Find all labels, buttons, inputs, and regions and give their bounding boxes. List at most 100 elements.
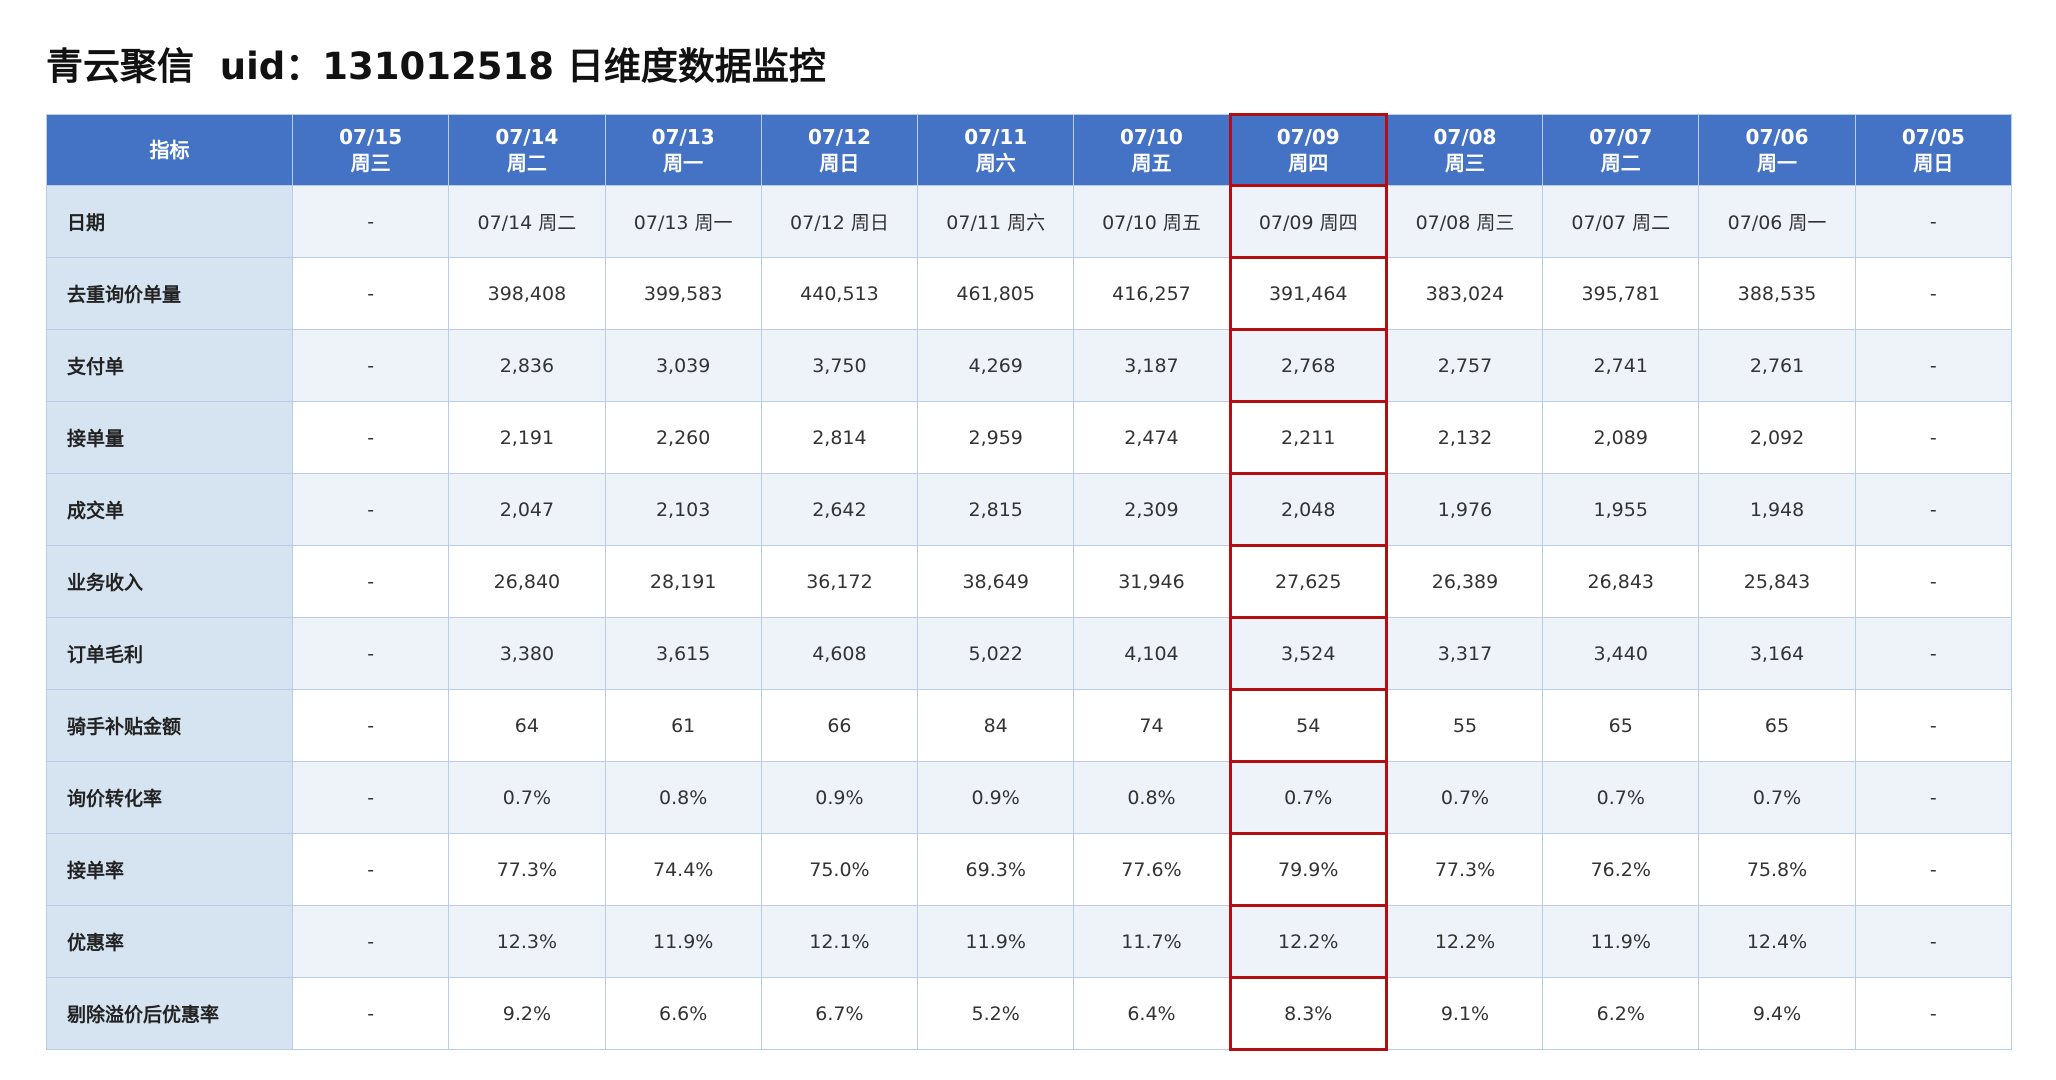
- column-weekday: 周日: [819, 151, 860, 175]
- table-cell: 25,843: [1698, 545, 1856, 618]
- table-cell: -: [291, 977, 450, 1050]
- column-header: 07/10 周五: [1073, 114, 1231, 186]
- table-cell: -: [1854, 761, 2013, 834]
- table-cell: -: [1854, 617, 2013, 690]
- table-cell: 0.8%: [1073, 761, 1231, 834]
- column-header: 07/13 周一: [604, 114, 762, 186]
- table-cell: 07/09 周四: [1228, 184, 1388, 259]
- table-row: 成交单 -2,047 2,103 2,642 2,815 2,309 2,048 1,976 1…: [46, 472, 2013, 547]
- table-cell: 440,513: [760, 257, 919, 330]
- column-weekday: 周三: [350, 151, 391, 175]
- table-cell: 12.4%: [1698, 905, 1856, 978]
- table-cell: 0.7%: [448, 761, 606, 834]
- column-date: 07/13: [651, 125, 715, 149]
- table-cell: 9.1%: [1385, 977, 1544, 1050]
- table-cell: 2,741: [1542, 329, 1700, 402]
- table-cell: 84: [917, 689, 1075, 762]
- column-date: 07/14: [495, 125, 559, 149]
- table-cell: 2,092: [1698, 401, 1856, 474]
- column-header: 07/07 周二: [1542, 114, 1700, 186]
- page-title: 青云聚信 uid：131012518 日维度数据监控: [46, 45, 826, 88]
- table-cell: 2,048: [1228, 472, 1388, 547]
- column-weekday: 周日: [1913, 151, 1954, 175]
- column-date: 07/08: [1433, 125, 1497, 149]
- table-cell: 12.2%: [1228, 904, 1388, 979]
- table-cell: 6.4%: [1073, 977, 1231, 1050]
- table-cell: 07/11 周六: [917, 185, 1075, 258]
- column-date: 07/15: [339, 125, 403, 149]
- row-label: 支付单: [46, 329, 293, 402]
- table-cell: 65: [1542, 689, 1700, 762]
- table-cell: 5,022: [917, 617, 1075, 690]
- table-cell: 383,024: [1385, 257, 1544, 330]
- table-cell: -: [1854, 545, 2013, 618]
- table-cell: 2,211: [1228, 400, 1388, 475]
- table-cell: 3,524: [1228, 616, 1388, 691]
- table-cell: 0.7%: [1542, 761, 1700, 834]
- row-label: 骑手补贴金额: [46, 689, 293, 762]
- table-cell: 3,164: [1698, 617, 1856, 690]
- table-cell: -: [291, 329, 450, 402]
- table-cell: -: [291, 185, 450, 258]
- table-cell: 69.3%: [917, 833, 1075, 906]
- table-cell: 416,257: [1073, 257, 1231, 330]
- column-header: 07/11 周六: [917, 114, 1075, 186]
- table-cell: -: [1854, 401, 2013, 474]
- table-cell: 398,408: [448, 257, 606, 330]
- table-cell: 11.9%: [1542, 905, 1700, 978]
- table-cell: -: [1854, 689, 2013, 762]
- table-cell: 2,103: [604, 473, 762, 546]
- table-row: 接单量 -2,191 2,260 2,814 2,959 2,474 2,211 2,132 2…: [46, 400, 2013, 475]
- table-row: 业务收入 -26,840 28,191 36,172 38,649 31,946 27,62…: [46, 544, 2013, 619]
- table-cell: -: [291, 617, 450, 690]
- table-cell: 388,535: [1698, 257, 1856, 330]
- table-cell: 76.2%: [1542, 833, 1700, 906]
- row-label: 业务收入: [46, 545, 293, 618]
- row-label: 订单毛利: [46, 617, 293, 690]
- table-row: 接单率 -77.3% 74.4% 75.0% 69.3% 77.6% 79.9% 77.3% 7…: [46, 832, 2013, 907]
- column-date: 07/10: [1119, 125, 1183, 149]
- table-cell: -: [291, 473, 450, 546]
- table-cell: 0.9%: [760, 761, 919, 834]
- table-cell: 2,191: [448, 401, 606, 474]
- table-cell: -: [291, 833, 450, 906]
- table-cell: 3,440: [1542, 617, 1700, 690]
- table-cell: 07/14 周二: [448, 185, 606, 258]
- table-cell: 1,976: [1385, 473, 1544, 546]
- table-cell: 77.6%: [1073, 833, 1231, 906]
- table-cell: -: [291, 257, 450, 330]
- column-weekday: 周二: [506, 151, 547, 175]
- row-label: 优惠率: [46, 905, 293, 978]
- table-cell: -: [1854, 185, 2013, 258]
- table-cell: 3,039: [604, 329, 762, 402]
- table-cell: -: [1854, 905, 2013, 978]
- table-cell: 26,843: [1542, 545, 1700, 618]
- table-cell: 6.7%: [760, 977, 919, 1050]
- table-row: 去重询价单量 -398,408 399,583 440,513 461,805 416,2…: [46, 256, 2013, 331]
- table-cell: 11.7%: [1073, 905, 1231, 978]
- table-cell: 1,948: [1698, 473, 1856, 546]
- table-cell: 395,781: [1542, 257, 1700, 330]
- table-cell: -: [1854, 833, 2013, 906]
- table-cell: 2,959: [917, 401, 1075, 474]
- table-cell: 2,814: [760, 401, 919, 474]
- table-cell: 0.8%: [604, 761, 762, 834]
- table-cell: 0.7%: [1385, 761, 1544, 834]
- column-weekday: 周一: [1757, 151, 1798, 175]
- corner-header: 指标: [46, 114, 293, 186]
- table-cell: -: [291, 401, 450, 474]
- table-cell: 4,608: [760, 617, 919, 690]
- table-cell: -: [291, 689, 450, 762]
- column-date: 07/05: [1901, 125, 1965, 149]
- table-cell: 3,187: [1073, 329, 1231, 402]
- table-cell: 65: [1698, 689, 1856, 762]
- table-cell: 75.8%: [1698, 833, 1856, 906]
- table-row: 剔除溢价后优惠率 -9.2% 6.6% 6.7% 5.2% 6.4% 8.3% 9.1% 6.2…: [46, 976, 2013, 1051]
- table-cell: 64: [448, 689, 606, 762]
- table-cell: 26,389: [1385, 545, 1544, 618]
- table-cell: 55: [1385, 689, 1544, 762]
- table-cell: 38,649: [917, 545, 1075, 618]
- table-cell: 2,047: [448, 473, 606, 546]
- table-cell: 12.2%: [1385, 905, 1544, 978]
- column-date: 07/09: [1276, 125, 1340, 149]
